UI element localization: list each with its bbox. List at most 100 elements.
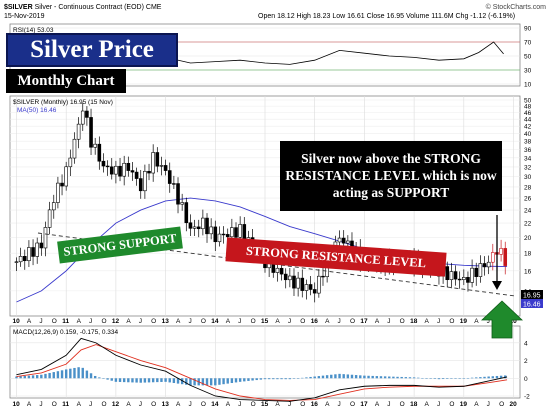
x-tick-label: O — [151, 318, 156, 325]
volume-value: Volume 111.6M — [405, 13, 454, 20]
x-tick-label-macd: J — [89, 401, 92, 408]
macd-histogram-bar — [189, 378, 192, 386]
candle-body — [105, 165, 110, 168]
macd-histogram-bar — [367, 375, 370, 379]
macd-histogram-bar — [234, 378, 238, 383]
candle-body — [466, 277, 470, 283]
macd-histogram-bar — [421, 377, 424, 379]
x-tick-label: 19 — [460, 318, 468, 325]
candle-body — [234, 227, 238, 238]
macd-histogram-bar — [475, 377, 478, 379]
x-tick-label: 13 — [162, 318, 170, 325]
macd-histogram-bar — [466, 377, 470, 379]
candle-body — [283, 273, 288, 281]
symbol: $SILVER — [4, 4, 33, 11]
macd-histogram-bar — [379, 376, 383, 379]
macd-histogram-bar — [118, 378, 122, 382]
x-tick-label: A — [375, 318, 380, 325]
macd-histogram-bar — [106, 378, 109, 380]
macd-histogram-bar — [470, 377, 474, 379]
candle-body — [147, 170, 151, 174]
price-tick-label: 30 — [524, 174, 532, 181]
candle-body — [213, 226, 218, 243]
x-tick-label-macd: O — [449, 401, 454, 408]
candle-body — [134, 171, 139, 179]
macd-histogram-bar — [251, 378, 254, 381]
down-arrow-head-icon — [492, 281, 502, 290]
x-tick-label-macd: 15 — [261, 401, 269, 408]
x-tick-label-macd: 11 — [62, 401, 69, 408]
candle-body — [296, 277, 300, 289]
macd-tick-label: 2 — [524, 358, 528, 365]
macd-histogram-bar — [429, 378, 432, 379]
x-tick-label-macd: A — [126, 401, 131, 408]
macd-histogram-bar — [325, 375, 329, 379]
macd-histogram-bar — [160, 378, 163, 382]
macd-histogram-bar — [201, 378, 205, 386]
macd-histogram-bar — [487, 376, 490, 379]
x-tick-label: A — [27, 318, 32, 325]
macd-histogram-bar — [392, 376, 395, 379]
price-tick-label: 46 — [524, 110, 532, 117]
macd-label: MACD(12,26,9) 0.159, -0.175, 0.334 — [13, 329, 119, 336]
x-tick-label: O — [52, 318, 57, 325]
macd-histogram-bar — [296, 378, 300, 379]
candle-body — [188, 222, 193, 229]
candle-body — [499, 248, 503, 255]
candle-body — [503, 248, 508, 266]
candle-body — [221, 233, 226, 236]
chart-title: Silver Price — [6, 33, 178, 67]
macd-histogram-bar — [64, 369, 68, 379]
macd-histogram-bar — [284, 378, 287, 380]
candle-body — [155, 152, 160, 167]
macd-histogram-bar — [131, 378, 134, 383]
x-tick-label-macd: 17 — [360, 401, 368, 408]
x-tick-label: 18 — [410, 318, 418, 325]
x-tick-label: 16 — [311, 318, 319, 325]
candle-body — [39, 242, 44, 249]
candle-body — [304, 284, 309, 291]
candle-body — [279, 267, 284, 275]
x-tick-label: A — [325, 318, 330, 325]
macd-histogram-bar — [15, 376, 18, 379]
candle-body — [470, 267, 474, 283]
macd-histogram-bar — [375, 376, 379, 379]
macd-histogram-bar — [69, 368, 72, 379]
candle-body — [163, 165, 168, 171]
x-tick-label-macd: O — [52, 401, 57, 408]
rsi-label: RSI(14) 53.03 — [13, 27, 54, 34]
macd-histogram-bar — [23, 375, 26, 379]
x-tick-label: O — [201, 318, 206, 325]
price-tick-label: 44 — [524, 117, 532, 124]
macd-histogram-bar — [193, 378, 196, 386]
x-tick-label-macd: O — [201, 401, 206, 408]
x-tick-label-macd: 19 — [460, 401, 468, 408]
rsi-tick-label: 90 — [524, 26, 532, 33]
chart-date: 15-Nov-2019 — [4, 13, 45, 20]
macd-histogram-bar — [458, 378, 461, 379]
macd-histogram-bar — [52, 372, 55, 379]
macd-histogram-bar — [93, 375, 97, 379]
candle-body — [205, 217, 209, 235]
macd-histogram-bar — [479, 377, 482, 379]
x-tick-label-macd: A — [425, 401, 430, 408]
macd-histogram-bar — [354, 375, 358, 379]
candle-body — [14, 261, 19, 263]
price-tick-label: 38 — [524, 139, 532, 146]
x-tick-label-macd: O — [151, 401, 156, 408]
x-tick-label-macd: J — [338, 401, 341, 408]
macd-histogram-bar — [330, 374, 333, 379]
macd-histogram-bar — [127, 378, 130, 383]
macd-histogram-bar — [35, 375, 39, 379]
price-tick-label: 42 — [524, 124, 532, 131]
candle-body — [196, 226, 201, 230]
macd-histogram-bar — [342, 374, 345, 379]
x-tick-label: 12 — [112, 318, 120, 325]
price-tick-label: 16 — [524, 268, 532, 275]
x-tick-label: J — [139, 318, 142, 325]
x-tick-label: 14 — [211, 318, 219, 325]
candle-body — [143, 170, 147, 192]
macd-histogram-bar — [222, 378, 225, 385]
macd-histogram-bar — [60, 370, 64, 379]
